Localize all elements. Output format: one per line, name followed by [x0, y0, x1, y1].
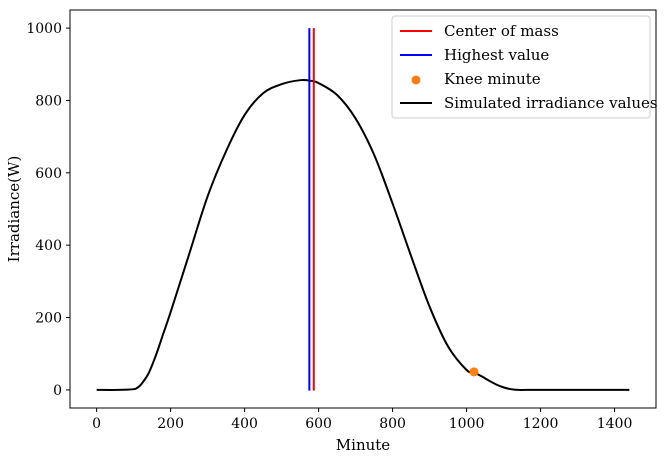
legend-label-highest-value: Highest value — [444, 46, 549, 64]
y-tick-label: 200 — [35, 311, 62, 327]
simulated-irradiance-values-line — [96, 79, 630, 391]
x-tick-label: 1200 — [523, 416, 559, 432]
x-axis-label: Minute — [336, 436, 391, 454]
x-tick-label: 0 — [92, 416, 101, 432]
legend-label-simulated-irradiance-values: Simulated irradiance values — [444, 94, 658, 112]
y-axis-label: Irradiance(W) — [5, 156, 23, 263]
y-tick-label: 800 — [35, 93, 62, 109]
y-tick-label: 0 — [53, 383, 62, 399]
legend-box — [391, 15, 651, 119]
y-tick-label: 400 — [35, 238, 62, 254]
x-tick-label: 200 — [157, 416, 184, 432]
plot-area — [96, 28, 630, 391]
y-tick-label: 600 — [35, 166, 62, 182]
legend: Center of mass Highest value Knee minute Si… — [391, 15, 658, 119]
legend-swatch-knee-minute — [411, 75, 421, 85]
plot-frame — [69, 9, 657, 409]
x-tick-label: 600 — [305, 416, 332, 432]
x-tick-label: 1400 — [597, 416, 633, 432]
knee-minute-point — [469, 367, 479, 377]
x-tick-label: 400 — [231, 416, 258, 432]
axis-ticks: 0 200 400 600 800 1000 1200 1400 0 200 400 600 800 10… — [26, 21, 632, 432]
x-tick-label: 800 — [379, 416, 406, 432]
y-tick-label: 1000 — [26, 21, 62, 37]
legend-label-center-of-mass: Center of mass — [444, 22, 559, 40]
x-tick-label: 1000 — [449, 416, 485, 432]
legend-label-knee-minute: Knee minute — [444, 70, 541, 88]
